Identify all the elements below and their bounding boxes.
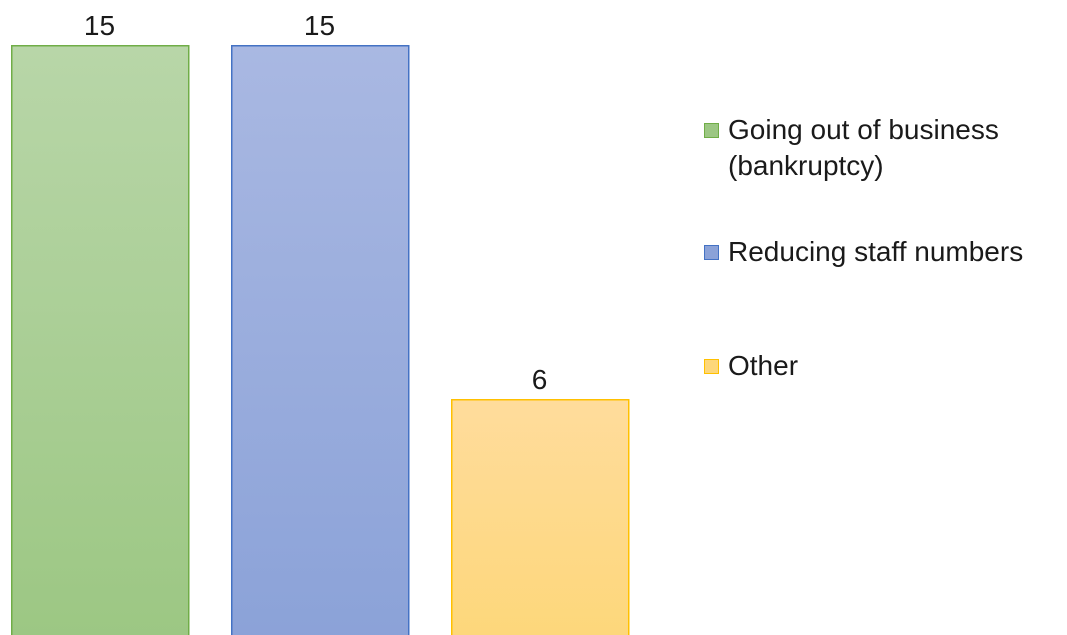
legend-label-bankruptcy-line-2: (bankruptcy) <box>728 150 884 181</box>
legend-item-reducing-staff: Reducing staff numbers <box>704 234 1064 270</box>
legend-label-bankruptcy-line-1: Going out of business <box>728 114 999 145</box>
data-label-reducing-staff: 15 <box>304 10 335 41</box>
legend-item-other: Other <box>704 348 1064 384</box>
legend-swatch-reducing-staff <box>704 245 719 260</box>
bar-bankruptcy <box>11 45 190 635</box>
data-labels-layer: 15 15 6 <box>84 10 547 395</box>
legend-swatch-other <box>704 359 719 374</box>
legend-item-bankruptcy: Going out of business (bankruptcy) <box>704 112 1064 184</box>
bars-layer <box>11 45 630 635</box>
data-label-other: 6 <box>532 364 548 395</box>
bar-other <box>451 399 630 635</box>
legend: Going out of business (bankruptcy) Reduc… <box>704 112 1064 384</box>
legend-label-reducing-staff: Reducing staff numbers <box>728 236 1024 267</box>
data-label-bankruptcy: 15 <box>84 10 115 41</box>
bar-reducing-staff <box>231 45 410 635</box>
legend-label-other: Other <box>728 350 799 381</box>
legend-swatch-bankruptcy <box>704 123 719 138</box>
